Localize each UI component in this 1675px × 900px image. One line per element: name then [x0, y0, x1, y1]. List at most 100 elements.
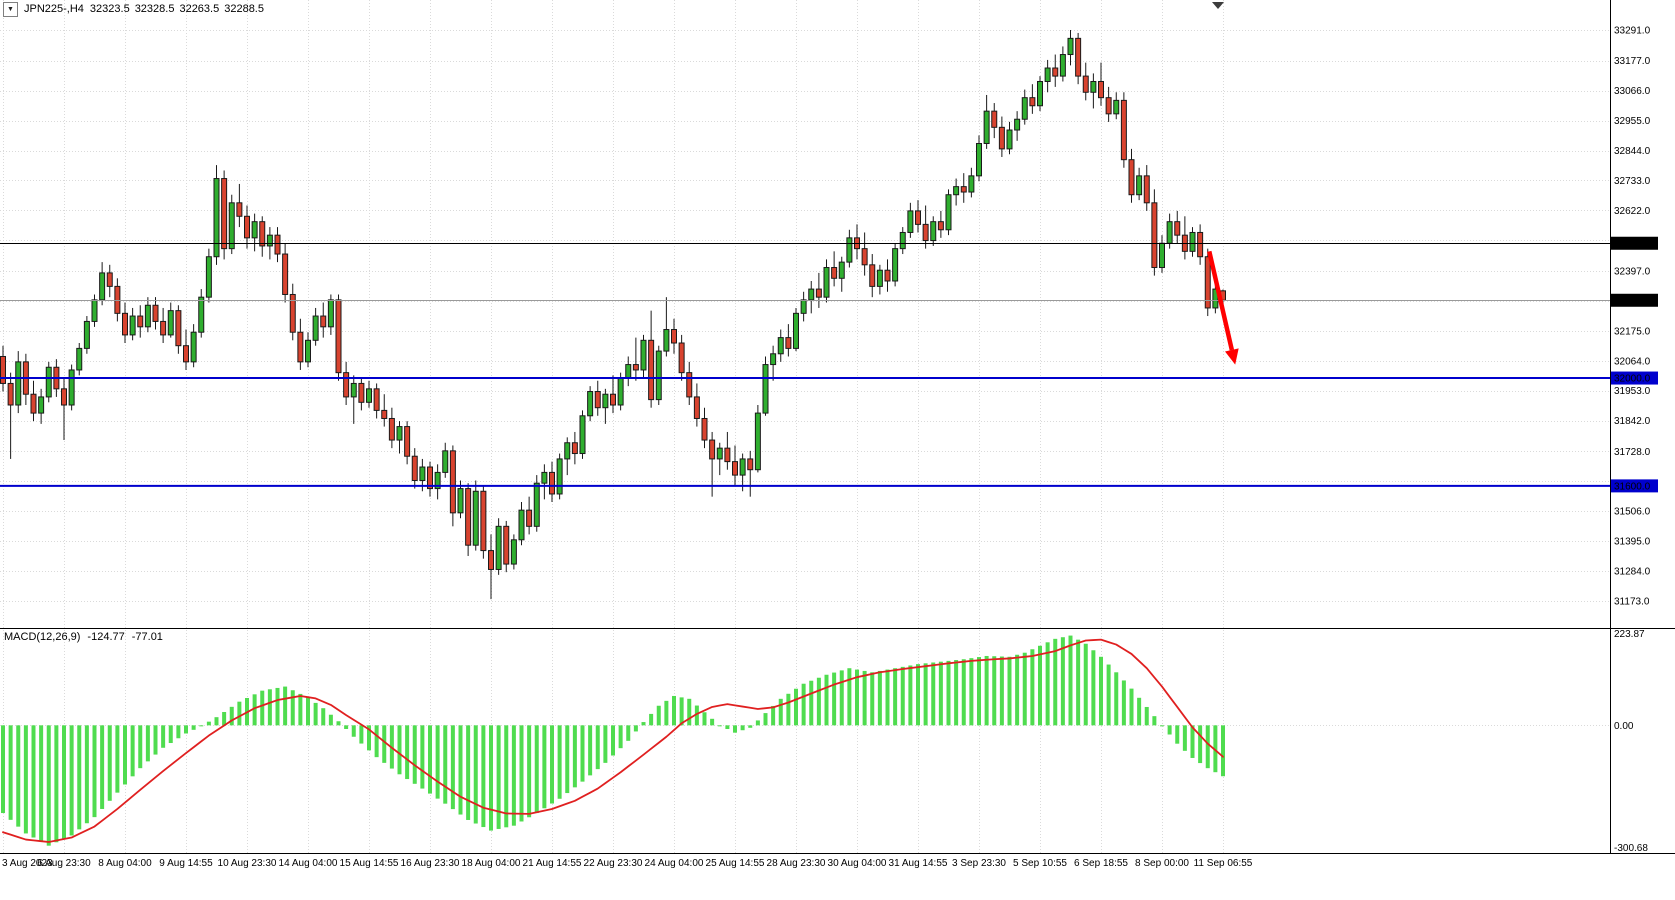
macd-histogram-bar: [931, 662, 936, 726]
macd-histogram-bar: [412, 725, 417, 784]
macd-axis[interactable]: 223.87 0.00 -300.68: [1614, 629, 1648, 854]
candle: [571, 442, 578, 455]
candle: [213, 178, 220, 258]
candle: [449, 450, 456, 514]
candle: [259, 221, 266, 247]
candle: [1090, 80, 1097, 93]
macd-histogram-bar: [206, 721, 211, 726]
time-axis-label: 24 Aug 04:00: [645, 858, 704, 869]
macd-histogram-bar: [489, 725, 493, 831]
candle: [167, 310, 174, 336]
candle: [419, 466, 426, 481]
price-axis-label: 32064.0: [1614, 356, 1651, 367]
candle: [106, 272, 113, 287]
candle: [838, 261, 845, 279]
trend-arrow[interactable]: [1207, 250, 1239, 365]
time-axis-label: 22 Aug 23:30: [584, 858, 643, 869]
candle: [861, 248, 868, 266]
candle: [1067, 37, 1074, 56]
candle: [38, 396, 45, 414]
candle: [564, 442, 571, 460]
time-axis-label: 9 Aug 14:55: [159, 858, 213, 869]
price-tag: [1611, 371, 1658, 385]
candle: [510, 539, 517, 565]
macd-histogram-bar: [717, 725, 722, 727]
candle: [1105, 97, 1112, 115]
symbol-dropdown-button[interactable]: ▼: [3, 2, 18, 17]
indicator-value-signal: -77.01: [131, 631, 163, 643]
price-axis-label: 32397.0: [1614, 267, 1651, 278]
macd-histogram-bar: [450, 725, 455, 810]
symbol-header: ▼ JPN225-,H4 32323.5 32328.5 32263.5 322…: [3, 2, 264, 17]
macd-layer: [1, 635, 1225, 846]
candle: [541, 471, 548, 484]
macd-histogram-bar: [267, 689, 272, 726]
macd-histogram-bar: [999, 656, 1004, 726]
macd-histogram-bar: [1152, 716, 1157, 726]
macd-histogram-bar: [336, 721, 341, 726]
candle: [915, 210, 921, 225]
candle: [1021, 97, 1028, 120]
macd-histogram-bar: [725, 725, 730, 730]
candle: [99, 272, 106, 301]
price-tag-label: 32000.0: [1614, 374, 1651, 385]
candle: [1151, 202, 1158, 269]
macd-histogram-bar: [306, 697, 310, 726]
macd-histogram-bar: [733, 725, 737, 733]
candle: [991, 110, 998, 128]
macd-histogram-bar: [420, 725, 425, 789]
candle: [922, 223, 929, 242]
macd-histogram-bar: [69, 725, 74, 836]
candle: [457, 488, 464, 514]
indicator-header: MACD(12,26,9) -124.77 -77.01: [4, 631, 163, 644]
macd-histogram-bar: [62, 725, 66, 839]
candle: [1166, 221, 1173, 244]
time-axis-label: 3 Sep 23:30: [952, 858, 1006, 869]
price-axis-label: 31953.0: [1614, 386, 1651, 397]
candle: [129, 315, 136, 336]
candle: [251, 221, 258, 239]
candle: [594, 391, 601, 409]
macd-histogram-bar: [923, 663, 928, 726]
macd-histogram-bar: [672, 695, 676, 726]
candle: [686, 372, 693, 398]
candle: [503, 525, 510, 565]
price-axis-label: 33066.0: [1614, 86, 1651, 97]
candles-layer: [0, 30, 1226, 600]
candle: [777, 337, 784, 355]
ohlc-close: 32288.5: [224, 3, 264, 15]
macd-histogram-bar: [1182, 725, 1187, 751]
macd-histogram-bar: [794, 688, 798, 726]
candle: [45, 366, 52, 398]
candle: [968, 175, 975, 193]
price-axis[interactable]: 33291.0 33177.0 33066.0 32955.0 32844.0 32733…: [1611, 26, 1658, 608]
macd-histogram-bar: [1175, 725, 1180, 744]
candle: [655, 350, 662, 401]
candle: [762, 364, 769, 414]
macd-axis-label: 0.00: [1614, 721, 1634, 732]
macd-histogram-bar: [481, 725, 486, 828]
indicator-value-macd: -124.77: [87, 631, 125, 643]
macd-histogram-bar: [626, 725, 631, 741]
candle: [1006, 129, 1013, 150]
macd-histogram-bar: [816, 677, 821, 726]
macd-histogram-bar: [1076, 639, 1081, 726]
chart-shift-marker-icon[interactable]: [1212, 2, 1224, 9]
candle: [716, 447, 723, 460]
macd-histogram-bar: [824, 674, 829, 726]
candle: [404, 426, 411, 457]
candle: [83, 320, 90, 349]
price-axis-label: 33177.0: [1614, 56, 1651, 67]
candle: [884, 269, 891, 282]
macd-histogram-bar: [275, 687, 280, 726]
candle: [739, 458, 746, 476]
macd-histogram-bar: [771, 705, 776, 726]
macd-histogram-bar: [618, 725, 623, 749]
macd-histogram-bar: [1030, 649, 1035, 726]
candle: [701, 417, 708, 441]
macd-histogram-bar: [984, 655, 989, 726]
macd-histogram-bar: [344, 725, 349, 730]
